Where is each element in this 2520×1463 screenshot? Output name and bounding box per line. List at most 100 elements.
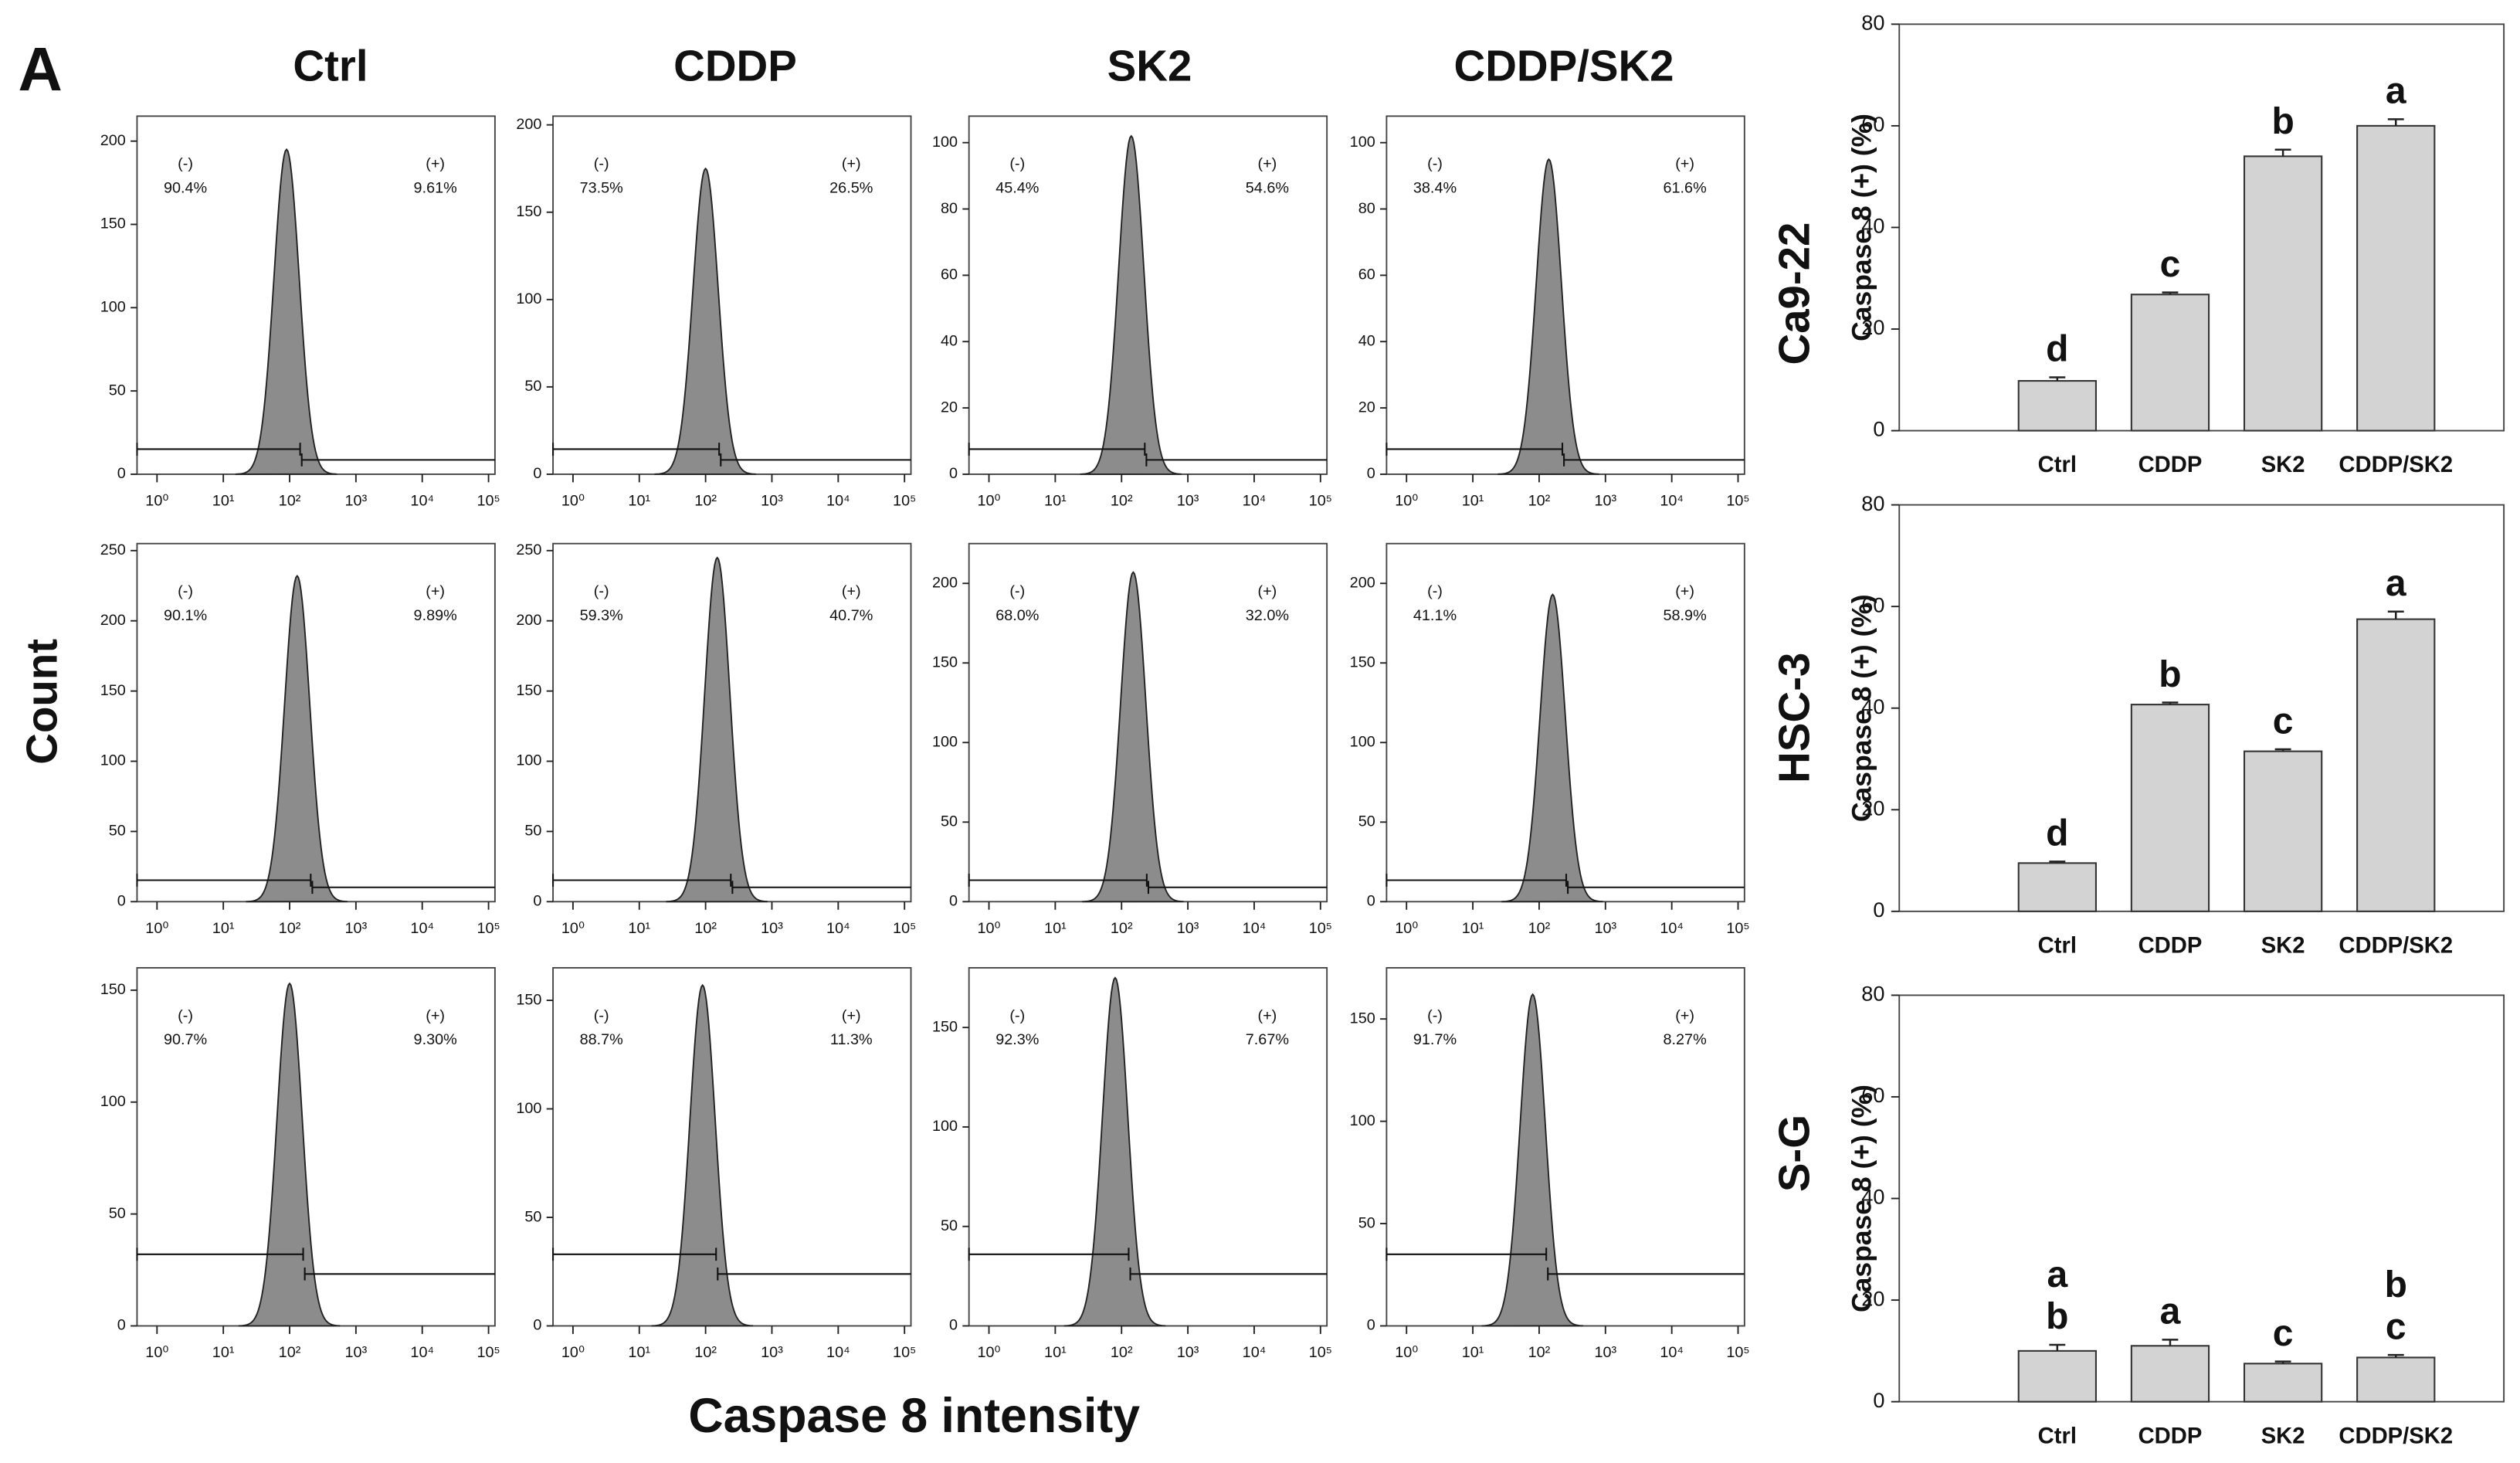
histogram-curve — [246, 574, 348, 903]
y-tick-label: 50 — [524, 378, 541, 395]
significance-letter: d — [2046, 329, 2068, 370]
x-tick-label: 10⁰ — [561, 920, 585, 937]
error-bar — [2049, 860, 2066, 864]
x-tick-label: 10⁰ — [561, 493, 585, 510]
x-tick-label: 10⁴ — [826, 493, 850, 510]
x-tick-label: 10¹ — [212, 1344, 235, 1361]
gate-negative — [968, 874, 1148, 887]
x-tick-label: 10³ — [1177, 1344, 1199, 1361]
y-tick-label: 150 — [1350, 1010, 1375, 1027]
x-tick-label: CDDP — [2138, 1424, 2203, 1448]
y-tick-label: 150 — [100, 682, 126, 699]
histogram-curve — [235, 148, 337, 475]
y-axis-label: Caspase 8 (+) (%) — [1847, 594, 1877, 822]
x-tick-label: 10² — [694, 1344, 717, 1361]
y-tick-label: 80 — [1861, 982, 1884, 1006]
column-header: CDDP/SK2 — [1454, 42, 1674, 90]
y-tick-label: 0 — [1873, 898, 1884, 922]
gate-positive — [717, 1267, 911, 1281]
y-tick-label: 100 — [1350, 134, 1375, 151]
significance-letter: d — [2046, 813, 2068, 854]
gate-positive — [304, 1267, 495, 1281]
x-tick-label: Ctrl — [2038, 453, 2077, 477]
gate-name: (+) — [1257, 583, 1277, 600]
y-tick-label: 0 — [533, 1317, 541, 1334]
gate-percent: 90.1% — [164, 607, 207, 624]
bar — [2243, 750, 2323, 912]
y-tick-label: 150 — [100, 981, 126, 998]
plot-frame — [1898, 994, 2505, 1403]
y-tick-label: 40 — [1861, 1185, 1884, 1209]
x-tick-label: 10⁴ — [826, 920, 850, 937]
gate-negative — [136, 874, 312, 887]
gate-percent: 11.3% — [830, 1031, 873, 1048]
gate-name: (-) — [178, 155, 193, 172]
gate-name: (-) — [1009, 155, 1025, 172]
gate-percent: 7.67% — [1246, 1031, 1289, 1048]
gate-percent: 68.0% — [995, 607, 1039, 624]
gate-percent: 58.9% — [1663, 607, 1706, 624]
y-axis-label: Caspase 8 (+) (%) — [1847, 114, 1877, 341]
x-tick-label: 10¹ — [628, 493, 650, 510]
y-tick-label: 250 — [516, 541, 541, 558]
x-tick-label: 10³ — [345, 1344, 368, 1361]
x-tick-label: 10² — [694, 493, 717, 510]
significance-letter: c — [2273, 1313, 2294, 1354]
error-bar — [2274, 148, 2291, 157]
x-tick-label: 10⁴ — [1660, 493, 1684, 510]
x-tick-label: 10⁵ — [477, 493, 500, 510]
x-tick-label: 10² — [694, 920, 717, 937]
y-tick-label: 200 — [100, 132, 126, 149]
y-tick-label: 0 — [949, 1317, 958, 1334]
bar — [2356, 1356, 2436, 1403]
gate-positive — [1567, 881, 1745, 894]
x-tick-label: 10¹ — [628, 1344, 650, 1361]
gate-name: (+) — [1675, 1007, 1694, 1024]
gate-negative — [552, 443, 721, 456]
y-tick-label: 0 — [117, 465, 126, 482]
y-tick-label: 60 — [941, 266, 958, 283]
x-tick-label: 10¹ — [1462, 1344, 1484, 1361]
gate-percent: 91.7% — [1413, 1031, 1457, 1048]
gate-percent: 61.6% — [1663, 180, 1706, 197]
x-tick-label: SK2 — [2261, 453, 2305, 477]
gate-positive — [1563, 453, 1745, 467]
gate-percent: 59.3% — [580, 607, 623, 624]
error-bar — [2274, 1360, 2291, 1364]
x-tick-label: 10² — [1111, 1344, 1133, 1361]
row-label: Ca9-22 — [1770, 222, 1819, 365]
x-tick-label: 10⁰ — [1395, 493, 1418, 510]
x-tick-label: CDDP/SK2 — [2339, 933, 2453, 958]
significance-letter: a — [2386, 563, 2407, 604]
error-bar — [2162, 291, 2179, 295]
bar — [2356, 618, 2436, 912]
histogram-curve — [1481, 993, 1583, 1327]
y-tick-label: 50 — [109, 823, 126, 840]
bar — [2130, 1345, 2210, 1403]
y-tick-label: 0 — [949, 893, 958, 910]
gate-percent: 9.89% — [414, 607, 457, 624]
x-tick-label: 10⁴ — [410, 920, 434, 937]
x-tick-label: 10² — [1528, 920, 1551, 937]
gate-name: (-) — [1427, 155, 1443, 172]
gate-name: (+) — [1675, 155, 1694, 172]
x-tick-label: SK2 — [2261, 933, 2305, 958]
y-tick-label: 100 — [100, 1093, 126, 1110]
y-axis-label: Caspase 8 (+) (%) — [1847, 1085, 1877, 1312]
x-tick-label: 10³ — [1594, 1344, 1616, 1361]
bar — [2243, 1363, 2323, 1403]
gate-name: (-) — [1427, 1007, 1443, 1024]
x-tick-label: 10⁴ — [1243, 920, 1267, 937]
significance-letter: c — [2160, 244, 2181, 285]
gate-name: (+) — [842, 583, 861, 600]
x-tick-label: 10⁵ — [477, 920, 500, 937]
gate-percent: 54.6% — [1246, 180, 1289, 197]
x-tick-label: CDDP — [2138, 933, 2203, 958]
y-tick-label: 20 — [1861, 796, 1884, 820]
x-tick-label: 10¹ — [1462, 493, 1484, 510]
gate-positive — [300, 453, 495, 467]
y-tick-label: 0 — [117, 893, 126, 910]
y-tick-label: 60 — [1358, 266, 1375, 283]
x-tick-label: 10³ — [1594, 493, 1616, 510]
